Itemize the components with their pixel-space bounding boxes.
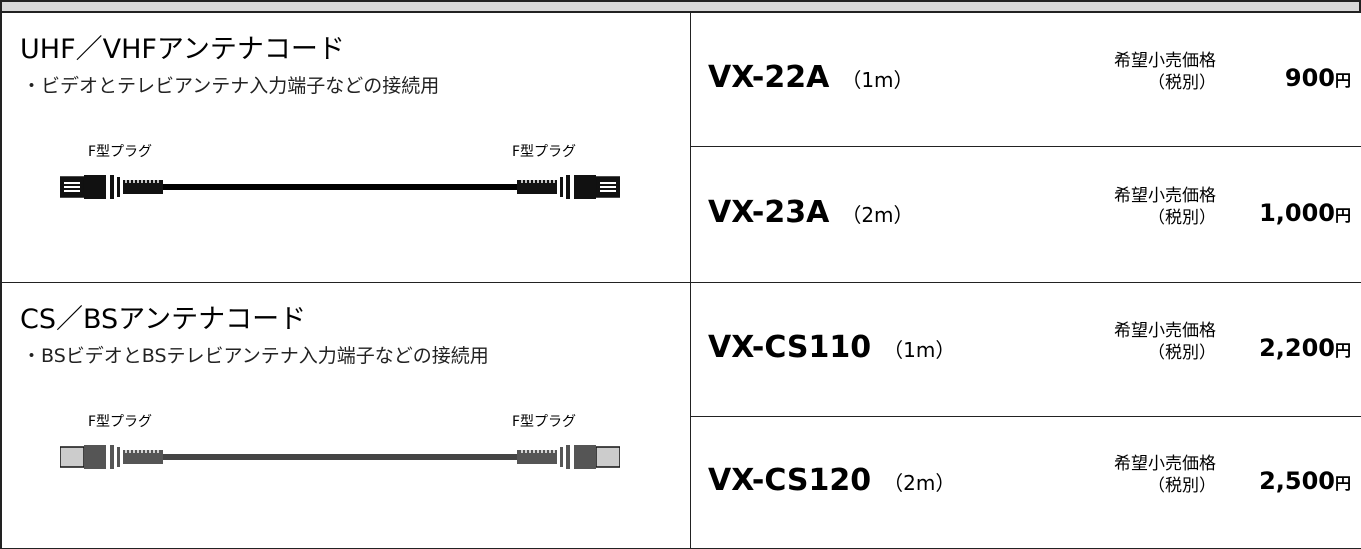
price-label: 希望小売価格 （税別） [1114,320,1216,364]
price-label: 希望小売価格 （税別） [1114,185,1216,229]
model-name: VX-CS120 [708,463,872,498]
price-label-text: 希望小売価格 [1114,51,1216,71]
cable [59,171,621,207]
section-title: CS／BSアンテナコード [20,304,307,335]
section-description: ・ビデオとテレビアンテナ入力端子などの接続用 [22,75,440,97]
product-row: VX-23A （2m） 希望小売価格 （税別） 1,000円 [690,147,1361,283]
price-value: 1,000 [1259,199,1335,227]
section: UHF／VHFアンテナコード・ビデオとテレビアンテナ入力端子などの接続用 F型プラ… [0,13,691,283]
price-value: 2,200 [1259,334,1335,362]
section: CS／BSアンテナコード・BSビデオとBSテレビアンテナ入力端子などの接続用 F型… [0,283,691,549]
tax-note: （税別） [1148,208,1216,228]
price-unit: 円 [1334,206,1351,225]
product-row: VX-CS120 （2m） 希望小売価格 （税別） 2,500円 [690,417,1361,549]
product-row: VX-CS110 （1m） 希望小売価格 （税別） 2,200円 [690,283,1361,417]
model-name: VX-23A [708,195,830,230]
cable-illustration [59,175,621,199]
model-name: VX-CS110 [708,330,872,365]
model-name: VX-22A [708,60,830,95]
model: VX-22A （1m） [708,60,914,95]
cable [59,441,621,477]
plug-label: F型プラグ [88,414,153,430]
cable-length: （1m） [883,338,956,362]
price-label-text: 希望小売価格 [1114,321,1216,341]
plug-label: F型プラグ [512,144,577,160]
price-label-text: 希望小売価格 [1114,454,1216,474]
price-label: 希望小売価格 （税別） [1114,453,1216,497]
tax-note: （税別） [1148,476,1216,496]
product-row: VX-22A （1m） 希望小売価格 （税別） 900円 [690,13,1361,147]
price: 2,200円 [1259,334,1351,362]
model: VX-CS110 （1m） [708,330,955,365]
header-bar [0,0,1361,13]
price-unit: 円 [1334,71,1351,90]
price-value: 2,500 [1259,467,1335,495]
cable-length: （2m） [883,471,956,495]
tax-note: （税別） [1148,343,1216,363]
tax-note: （税別） [1148,73,1216,93]
section-title: UHF／VHFアンテナコード [20,34,345,65]
plug-label: F型プラグ [88,144,153,160]
plug-label: F型プラグ [512,414,577,430]
model: VX-CS120 （2m） [708,463,955,498]
model: VX-23A （2m） [708,195,914,230]
price-label: 希望小売価格 （税別） [1114,50,1216,94]
section-description: ・BSビデオとBSテレビアンテナ入力端子などの接続用 [22,345,489,367]
cable-length: （2m） [841,203,914,227]
cable-illustration [59,445,621,469]
price-unit: 円 [1334,341,1351,360]
price: 1,000円 [1259,199,1351,227]
cable-length: （1m） [841,68,914,92]
price-unit: 円 [1334,474,1351,493]
price: 2,500円 [1259,467,1351,495]
price-value: 900 [1284,64,1335,92]
price: 900円 [1285,64,1351,92]
price-label-text: 希望小売価格 [1114,186,1216,206]
